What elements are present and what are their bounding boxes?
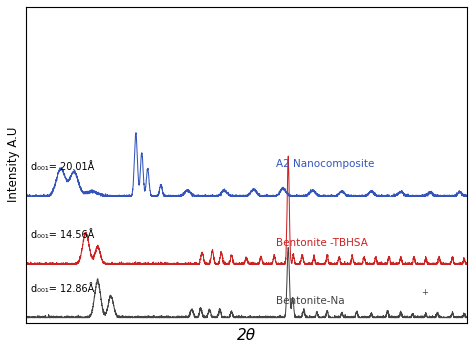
Text: d₀₀₁= 12.86Å: d₀₀₁= 12.86Å [31, 285, 95, 294]
Text: A2 Nanocomposite: A2 Nanocomposite [276, 159, 374, 169]
Text: d₀₀₁= 20.01Å: d₀₀₁= 20.01Å [31, 162, 95, 172]
Text: Bentonite -TBHSA: Bentonite -TBHSA [276, 238, 368, 248]
Y-axis label: Intensity A.U: Intensity A.U [7, 127, 20, 202]
Text: +: + [421, 288, 428, 297]
Text: Bentonite-Na: Bentonite-Na [276, 296, 344, 306]
X-axis label: 2θ: 2θ [237, 328, 256, 343]
Text: d₀₀₁= 14.56Å: d₀₀₁= 14.56Å [31, 230, 95, 240]
